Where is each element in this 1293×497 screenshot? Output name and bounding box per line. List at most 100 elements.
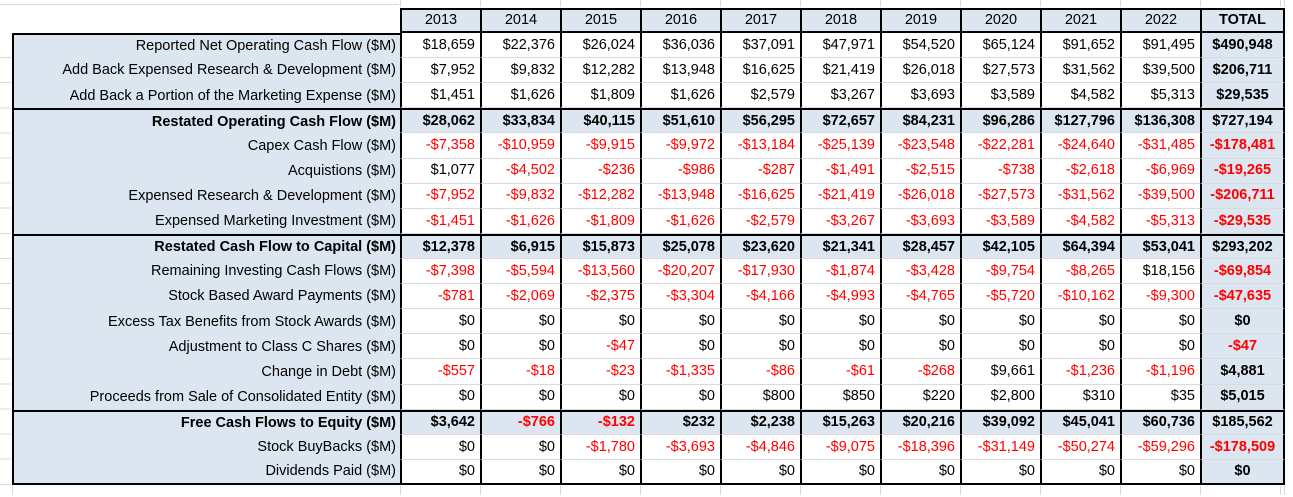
data-cell[interactable]: -$31,149: [960, 434, 1040, 460]
year-header-cell[interactable]: 2021: [1040, 8, 1120, 33]
data-cell[interactable]: $40,115: [560, 108, 640, 134]
data-cell[interactable]: $0: [720, 334, 800, 360]
data-cell[interactable]: $20,216: [880, 409, 960, 435]
data-cell[interactable]: -$1,451: [400, 208, 480, 234]
data-cell[interactable]: -$9,754: [960, 258, 1040, 285]
data-cell[interactable]: -$1,780: [560, 434, 640, 460]
data-cell[interactable]: -$986: [640, 158, 720, 184]
total-cell[interactable]: -$178,509: [1200, 434, 1285, 460]
data-cell[interactable]: $18,156: [1120, 258, 1200, 285]
year-header-cell[interactable]: 2020: [960, 8, 1040, 33]
data-cell[interactable]: -$8,265: [1040, 258, 1120, 285]
data-cell[interactable]: -$1,491: [800, 158, 880, 184]
data-cell[interactable]: $36,036: [640, 33, 720, 59]
data-cell[interactable]: $39,500: [1120, 58, 1200, 84]
data-cell[interactable]: -$5,594: [480, 258, 560, 285]
data-cell[interactable]: $45,041: [1040, 409, 1120, 435]
data-cell[interactable]: $0: [800, 334, 880, 360]
data-cell[interactable]: $0: [1040, 334, 1120, 360]
data-cell[interactable]: -$3,304: [640, 284, 720, 310]
data-cell[interactable]: $0: [480, 384, 560, 410]
data-cell[interactable]: $0: [640, 334, 720, 360]
data-cell[interactable]: $2,579: [720, 83, 800, 109]
row-label[interactable]: Expensed Research & Development ($M): [12, 183, 400, 209]
data-cell[interactable]: $13,948: [640, 58, 720, 84]
data-cell[interactable]: $0: [1040, 459, 1120, 485]
total-cell[interactable]: -$178,481: [1200, 133, 1285, 159]
row-label[interactable]: Reported Net Operating Cash Flow ($M): [12, 33, 400, 59]
data-cell[interactable]: $3,693: [880, 83, 960, 109]
data-cell[interactable]: $54,520: [880, 33, 960, 59]
data-cell[interactable]: -$5,313: [1120, 208, 1200, 234]
data-cell[interactable]: $0: [1120, 459, 1200, 485]
data-cell[interactable]: -$3,589: [960, 208, 1040, 234]
data-cell[interactable]: $0: [1120, 334, 1200, 360]
data-cell[interactable]: -$25,139: [800, 133, 880, 159]
data-cell[interactable]: -$31,562: [1040, 183, 1120, 209]
data-cell[interactable]: $3,589: [960, 83, 1040, 109]
data-cell[interactable]: $1,626: [480, 83, 560, 109]
data-cell[interactable]: -$1,809: [560, 208, 640, 234]
year-header-cell[interactable]: 2018: [800, 8, 880, 33]
data-cell[interactable]: -$2,579: [720, 208, 800, 234]
data-cell[interactable]: $22,376: [480, 33, 560, 59]
data-cell[interactable]: $27,573: [960, 58, 1040, 84]
data-cell[interactable]: $51,610: [640, 108, 720, 134]
data-cell[interactable]: $2,238: [720, 409, 800, 435]
data-cell[interactable]: $42,105: [960, 233, 1040, 259]
data-cell[interactable]: -$16,625: [720, 183, 800, 209]
year-header-cell[interactable]: 2019: [880, 8, 960, 33]
data-cell[interactable]: -$3,428: [880, 258, 960, 285]
data-cell[interactable]: $96,286: [960, 108, 1040, 134]
data-cell[interactable]: $15,873: [560, 233, 640, 259]
data-cell[interactable]: -$236: [560, 158, 640, 184]
data-cell[interactable]: -$781: [400, 284, 480, 310]
data-cell[interactable]: -$50,274: [1040, 434, 1120, 460]
data-cell[interactable]: $31,562: [1040, 58, 1120, 84]
data-cell[interactable]: $7,952: [400, 58, 480, 84]
total-cell[interactable]: $206,711: [1200, 58, 1285, 84]
data-cell[interactable]: $0: [560, 384, 640, 410]
data-cell[interactable]: $1,626: [640, 83, 720, 109]
data-cell[interactable]: $91,652: [1040, 33, 1120, 59]
data-cell[interactable]: $3,642: [400, 409, 480, 435]
data-cell[interactable]: $33,834: [480, 108, 560, 134]
year-header-cell[interactable]: 2015: [560, 8, 640, 33]
year-header-cell[interactable]: 2013: [400, 8, 480, 33]
data-cell[interactable]: -$23,548: [880, 133, 960, 159]
data-cell[interactable]: $0: [400, 309, 480, 335]
data-cell[interactable]: $0: [960, 334, 1040, 360]
data-cell[interactable]: -$738: [960, 158, 1040, 184]
data-cell[interactable]: -$18,396: [880, 434, 960, 460]
row-label[interactable]: Adjustment to Class C Shares ($M): [12, 334, 400, 360]
data-cell[interactable]: $0: [480, 309, 560, 335]
data-cell[interactable]: -$20,207: [640, 258, 720, 285]
data-cell[interactable]: -$2,375: [560, 284, 640, 310]
data-cell[interactable]: $12,378: [400, 233, 480, 259]
data-cell[interactable]: -$2,069: [480, 284, 560, 310]
data-cell[interactable]: -$9,915: [560, 133, 640, 159]
data-cell[interactable]: $84,231: [880, 108, 960, 134]
data-cell[interactable]: $91,495: [1120, 33, 1200, 59]
data-cell[interactable]: -$766: [480, 409, 560, 435]
total-cell[interactable]: $185,562: [1200, 409, 1285, 435]
data-cell[interactable]: $39,092: [960, 409, 1040, 435]
data-cell[interactable]: $220: [880, 384, 960, 410]
total-cell[interactable]: -$69,854: [1200, 258, 1285, 285]
data-cell[interactable]: $0: [1040, 309, 1120, 335]
data-cell[interactable]: $0: [480, 459, 560, 485]
row-label[interactable]: Remaining Investing Cash Flows ($M): [12, 258, 400, 285]
data-cell[interactable]: -$21,419: [800, 183, 880, 209]
data-cell[interactable]: $1,809: [560, 83, 640, 109]
data-cell[interactable]: -$1,335: [640, 359, 720, 385]
total-cell[interactable]: -$206,711: [1200, 183, 1285, 209]
data-cell[interactable]: -$61: [800, 359, 880, 385]
data-cell[interactable]: -$22,281: [960, 133, 1040, 159]
data-cell[interactable]: -$4,846: [720, 434, 800, 460]
data-cell[interactable]: -$13,184: [720, 133, 800, 159]
data-cell[interactable]: -$31,485: [1120, 133, 1200, 159]
year-header-cell[interactable]: 2022: [1120, 8, 1200, 33]
data-cell[interactable]: $0: [720, 459, 800, 485]
data-cell[interactable]: $47,971: [800, 33, 880, 59]
data-cell[interactable]: $0: [400, 434, 480, 460]
